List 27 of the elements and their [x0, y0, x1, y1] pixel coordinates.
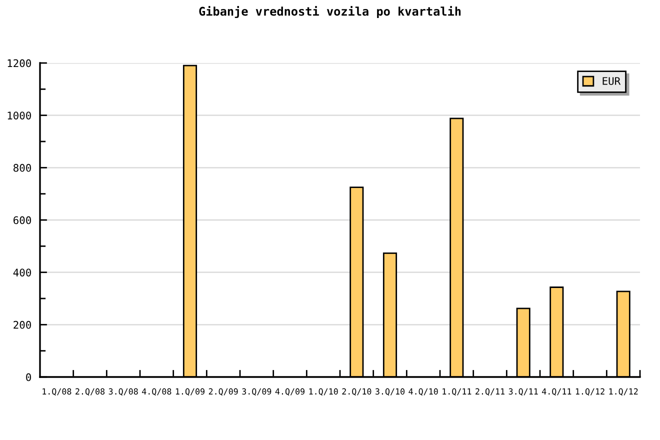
- chart-title: Gibanje vrednosti vozila po kvartalih: [199, 6, 461, 18]
- x-tick-label: 4.Q/11: [542, 388, 572, 396]
- x-tick-label: 4.Q/10: [408, 388, 438, 396]
- y-tick-label: 800: [14, 164, 31, 172]
- x-tick-label: 1.Q/12: [609, 388, 638, 396]
- y-tick-label: 600: [14, 216, 31, 224]
- x-tick-label: 3.Q/10: [376, 388, 405, 396]
- y-tick-label: 400: [13, 268, 31, 276]
- legend-label: EUR: [602, 77, 621, 85]
- x-tick-label: 3.Q/11: [508, 388, 538, 396]
- y-tick-label: 200: [14, 320, 31, 329]
- y-tick-label: 1200: [8, 59, 31, 68]
- y-tick-label: 1000: [8, 112, 31, 120]
- x-tick-label: 4.Q/08: [142, 388, 172, 396]
- x-tick-label: 3.Q/09: [242, 388, 272, 396]
- x-tick-label: 1.Q/11: [442, 388, 472, 396]
- y-tick-label: 0: [26, 373, 31, 382]
- x-tick-label: 4.Q/09: [275, 388, 304, 396]
- x-tick-label: 3.Q/08: [108, 388, 138, 396]
- x-tick-label: 2.Q/08: [76, 388, 105, 396]
- x-tick-label: 1.Q/09: [176, 388, 204, 396]
- x-tick-label: 2.Q/09: [208, 388, 238, 396]
- x-tick-label: 1.Q/08: [42, 388, 72, 396]
- x-tick-label: 2.Q/11: [476, 388, 504, 396]
- x-tick-label: 1.Q/10: [309, 388, 338, 396]
- x-tick-label: 2.Q/10: [342, 388, 372, 396]
- x-tick-label: 1.Q/12: [576, 388, 604, 396]
